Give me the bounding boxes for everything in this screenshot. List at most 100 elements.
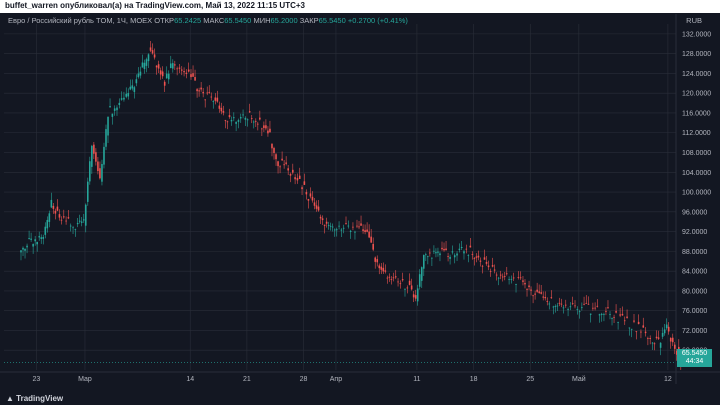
candle-body[interactable] [107, 116, 109, 136]
candle-body[interactable] [611, 318, 613, 319]
candle-body[interactable] [489, 271, 492, 272]
candle-body[interactable] [133, 87, 136, 93]
candle-body[interactable] [630, 328, 633, 330]
candle-body[interactable] [429, 252, 431, 254]
candle-body[interactable] [501, 276, 504, 278]
candle-body[interactable] [161, 71, 164, 77]
candle-body[interactable] [477, 255, 480, 258]
candle-body[interactable] [623, 320, 626, 322]
candle-body[interactable] [86, 181, 89, 202]
candle-body[interactable] [460, 246, 463, 249]
candle-body[interactable] [406, 287, 409, 289]
candle-body[interactable] [657, 337, 660, 339]
candle-body[interactable] [522, 280, 524, 282]
candle-body[interactable] [607, 307, 609, 309]
candle-body[interactable] [443, 248, 445, 251]
candle-body[interactable] [44, 226, 47, 235]
candle-body[interactable] [364, 230, 366, 233]
candle-body[interactable] [139, 71, 142, 76]
candle-body[interactable] [530, 289, 532, 291]
candle-body[interactable] [277, 161, 279, 167]
candle-body[interactable] [554, 306, 557, 307]
candle-body[interactable] [401, 279, 404, 281]
candle-body[interactable] [252, 121, 255, 123]
candle-body[interactable] [319, 216, 322, 219]
candle-body[interactable] [116, 107, 118, 111]
candle-body[interactable] [67, 217, 70, 219]
candle-body[interactable] [665, 324, 668, 329]
candle-body[interactable] [583, 303, 585, 305]
candle-body[interactable] [327, 225, 330, 226]
candle-body[interactable] [550, 297, 553, 299]
candle-body[interactable] [48, 213, 51, 222]
candle-body[interactable] [323, 224, 326, 226]
candle-body[interactable] [479, 260, 482, 262]
candle-body[interactable] [503, 276, 506, 277]
candle-body[interactable] [329, 225, 332, 227]
candle-body[interactable] [392, 277, 395, 279]
candle-body[interactable] [587, 303, 590, 305]
candle-body[interactable] [259, 117, 261, 120]
candle-body[interactable] [105, 129, 107, 147]
candle-body[interactable] [342, 227, 345, 229]
tradingview-logo[interactable]: ▲ TradingView [6, 394, 63, 403]
candle-body[interactable] [469, 245, 472, 248]
candle-body[interactable] [113, 108, 116, 111]
candle-body[interactable] [185, 72, 188, 74]
candle-body[interactable] [388, 276, 391, 278]
candle-body[interactable] [340, 229, 343, 231]
candle-body[interactable] [552, 306, 555, 308]
candle-body[interactable] [649, 338, 651, 339]
candle-body[interactable] [159, 70, 162, 75]
candle-body[interactable] [458, 248, 461, 250]
candle-body[interactable] [635, 331, 638, 333]
candle-body[interactable] [54, 210, 57, 214]
candle-body[interactable] [298, 175, 301, 179]
candle-body[interactable] [422, 255, 425, 269]
candle-body[interactable] [671, 337, 674, 343]
candle-body[interactable] [410, 285, 413, 290]
candle-body[interactable] [305, 192, 308, 195]
candle-body[interactable] [356, 225, 358, 227]
candle-body[interactable] [548, 303, 551, 305]
candle-body[interactable] [534, 293, 536, 295]
candle-body[interactable] [271, 143, 273, 149]
candle-body[interactable] [378, 265, 381, 269]
candle-body[interactable] [178, 67, 181, 69]
candle-body[interactable] [536, 289, 538, 292]
candle-body[interactable] [505, 273, 508, 275]
candle-body[interactable] [515, 283, 517, 285]
candle-body[interactable] [374, 257, 377, 262]
candle-body[interactable] [663, 329, 666, 334]
candle-body[interactable] [510, 278, 513, 280]
candle-body[interactable] [404, 288, 406, 290]
candle-body[interactable] [123, 97, 125, 100]
candle-body[interactable] [382, 267, 385, 272]
candle-body[interactable] [222, 111, 225, 113]
candle-body[interactable] [187, 69, 190, 72]
candle-body[interactable] [487, 265, 490, 268]
candle-body[interactable] [74, 229, 77, 231]
candle-body[interactable] [598, 314, 601, 316]
candle-body[interactable] [609, 314, 611, 315]
candle-body[interactable] [467, 254, 470, 256]
candle-body[interactable] [453, 255, 456, 258]
candle-body[interactable] [28, 238, 30, 239]
candle-body[interactable] [372, 243, 374, 250]
candle-body[interactable] [95, 152, 97, 162]
candle-body[interactable] [640, 331, 642, 333]
candle-body[interactable] [141, 62, 144, 68]
candle-body[interactable] [497, 277, 500, 279]
candle-body[interactable] [279, 166, 281, 168]
candle-body[interactable] [135, 79, 138, 84]
candle-body[interactable] [242, 114, 244, 116]
candle-body[interactable] [673, 344, 676, 349]
candle-body[interactable] [82, 219, 85, 221]
candle-body[interactable] [376, 259, 379, 263]
candle-body[interactable] [390, 278, 393, 280]
candle-body[interactable] [204, 99, 206, 101]
candle-body[interactable] [571, 303, 574, 305]
candle-body[interactable] [368, 231, 370, 238]
candle-body[interactable] [637, 321, 640, 325]
candle-body[interactable] [655, 336, 658, 339]
